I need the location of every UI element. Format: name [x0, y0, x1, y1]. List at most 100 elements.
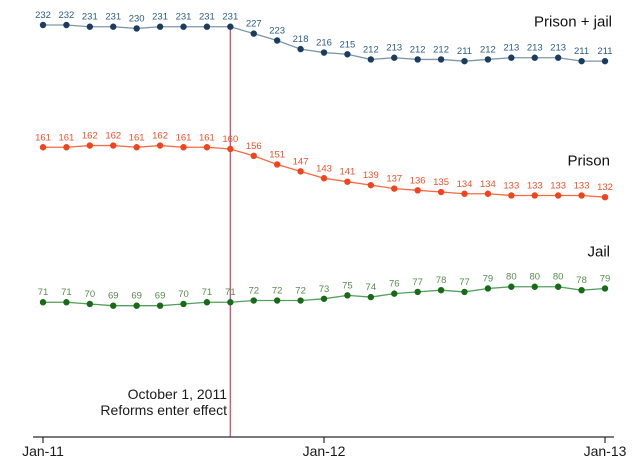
- data-point-label-prison-jail: 211: [597, 46, 612, 57]
- data-point-label-prison: 133: [550, 180, 566, 191]
- data-point-label-prison-jail: 232: [35, 10, 51, 21]
- data-point-marker-prison-jail: [86, 23, 94, 30]
- data-point-label-prison-jail: 212: [433, 44, 449, 55]
- data-point-label-prison-jail: 231: [105, 12, 121, 23]
- data-point-label-prison: 134: [457, 179, 473, 190]
- data-point-label-jail: 76: [389, 279, 400, 290]
- data-point-marker-prison: [578, 192, 585, 199]
- data-point-marker-jail: [414, 288, 421, 296]
- data-point-label-prison-jail: 230: [129, 13, 145, 24]
- data-point-label-prison: 161: [129, 132, 145, 143]
- data-point-marker-jail: [508, 283, 515, 290]
- data-point-marker-prison: [461, 190, 468, 197]
- data-point-label-prison: 133: [503, 180, 519, 191]
- data-point-label-prison: 162: [82, 131, 98, 142]
- data-point-label-jail: 72: [295, 286, 306, 297]
- data-point-marker-prison-jail: [110, 23, 117, 30]
- data-point-marker-prison-jail: [531, 54, 538, 61]
- data-point-marker-jail: [344, 292, 351, 299]
- data-point-label-prison: 134: [480, 179, 496, 190]
- data-point-label-prison-jail: 212: [363, 44, 379, 55]
- data-point-marker-prison: [344, 178, 351, 185]
- x-axis-tick-label-jan-13: Jan-13: [583, 443, 627, 459]
- data-point-marker-prison: [63, 144, 70, 151]
- data-point-label-jail: 69: [155, 291, 166, 302]
- data-point-label-jail: 75: [342, 280, 353, 291]
- data-point-marker-prison-jail: [508, 54, 515, 61]
- series-label-prison: Prison: [567, 152, 610, 170]
- data-point-label-prison: 156: [246, 141, 262, 152]
- data-point-marker-prison: [414, 187, 421, 194]
- data-point-label-jail: 72: [248, 286, 259, 297]
- data-point-label-prison-jail: 216: [316, 38, 332, 49]
- data-point-marker-prison-jail: [391, 54, 398, 61]
- data-point-label-prison-jail: 218: [293, 34, 309, 45]
- data-point-label-jail: 74: [366, 282, 377, 293]
- data-point-marker-prison: [437, 188, 445, 196]
- data-point-label-prison-jail: 227: [246, 19, 262, 30]
- data-point-marker-prison: [367, 181, 375, 189]
- data-point-label-jail: 79: [600, 273, 611, 284]
- data-point-marker-jail: [273, 297, 281, 304]
- data-point-label-prison-jail: 223: [269, 25, 285, 36]
- data-point-label-jail: 71: [38, 287, 49, 298]
- data-point-marker-jail: [156, 302, 164, 309]
- data-point-marker-prison-jail: [601, 57, 609, 65]
- data-point-marker-prison: [273, 161, 281, 168]
- x-axis-tick-label-jan-11: Jan-11: [22, 443, 64, 459]
- data-point-marker-prison: [531, 192, 538, 199]
- data-point-marker-prison: [391, 185, 398, 192]
- data-point-label-prison-jail: 212: [480, 44, 496, 55]
- data-point-marker-jail: [391, 290, 398, 297]
- data-point-label-prison-jail: 213: [527, 43, 543, 54]
- data-point-label-prison: 141: [339, 167, 355, 178]
- data-point-marker-prison: [86, 142, 94, 149]
- data-point-label-prison-jail: 231: [199, 12, 215, 23]
- data-point-marker-prison-jail: [133, 25, 140, 32]
- data-point-label-prison: 132: [597, 182, 613, 193]
- data-point-marker-jail: [461, 288, 468, 296]
- data-point-marker-prison-jail: [578, 57, 585, 65]
- data-point-marker-jail: [554, 283, 562, 290]
- data-point-marker-prison: [250, 152, 257, 160]
- data-point-label-jail: 70: [178, 289, 189, 300]
- series-label-jail: Jail: [587, 243, 610, 261]
- series-label-prison-plus-jail: Prison + jail: [534, 13, 612, 31]
- data-point-marker-prison-jail: [320, 49, 328, 56]
- data-point-marker-prison: [227, 145, 234, 153]
- data-point-label-prison: 143: [316, 163, 332, 174]
- data-point-marker-prison-jail: [297, 45, 304, 53]
- data-point-label-prison-jail: 215: [339, 39, 355, 50]
- data-point-label-jail: 77: [459, 277, 470, 288]
- data-point-marker-prison: [180, 144, 187, 151]
- data-point-marker-jail: [578, 286, 585, 294]
- data-point-label-prison-jail: 232: [58, 10, 74, 21]
- data-point-label-prison: 160: [222, 134, 238, 145]
- data-point-marker-prison-jail: [250, 30, 257, 37]
- data-point-label-prison: 133: [527, 180, 543, 191]
- data-point-label-prison: 135: [433, 177, 449, 188]
- data-point-marker-prison-jail: [227, 23, 234, 30]
- data-point-marker-jail: [484, 285, 492, 292]
- data-point-marker-prison: [156, 142, 164, 149]
- data-point-label-prison: 162: [105, 131, 121, 142]
- data-point-marker-prison-jail: [203, 23, 211, 30]
- data-point-marker-jail: [437, 286, 445, 294]
- data-point-marker-jail: [250, 297, 257, 304]
- data-point-marker-prison-jail: [156, 23, 164, 30]
- data-point-label-prison: 139: [363, 170, 379, 181]
- data-point-label-jail: 78: [436, 275, 447, 286]
- reform-annotation-line1: October 1, 2011: [127, 386, 227, 402]
- data-point-marker-prison: [320, 175, 328, 182]
- data-point-marker-prison: [554, 192, 562, 199]
- data-point-marker-prison: [508, 192, 515, 199]
- data-point-marker-prison-jail: [367, 56, 375, 63]
- data-point-label-jail: 71: [202, 287, 213, 298]
- data-point-label-prison: 136: [410, 175, 426, 186]
- data-point-label-jail: 80: [506, 272, 517, 283]
- data-point-marker-jail: [367, 293, 375, 301]
- data-point-marker-prison-jail: [437, 56, 445, 63]
- data-point-marker-prison-jail: [39, 21, 47, 29]
- data-point-marker-jail: [320, 295, 328, 302]
